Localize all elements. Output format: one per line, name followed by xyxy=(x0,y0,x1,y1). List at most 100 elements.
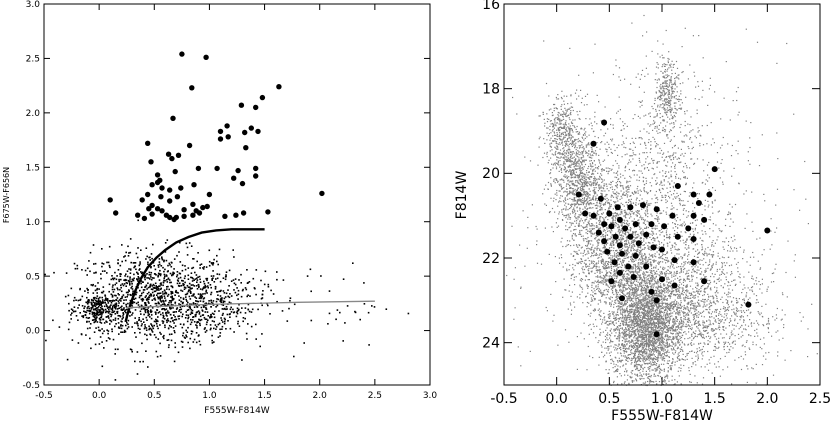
background-star-point xyxy=(669,272,671,274)
background-star-point xyxy=(637,348,639,350)
background-star-point xyxy=(640,251,642,253)
background-star-point xyxy=(615,209,617,211)
background-star-point xyxy=(136,272,139,275)
background-star-point xyxy=(631,358,633,360)
background-star-point xyxy=(634,361,636,364)
background-star-point xyxy=(179,306,182,309)
background-star-point xyxy=(199,324,201,327)
background-star-point xyxy=(647,274,649,276)
background-star-point xyxy=(621,266,623,269)
background-star-point xyxy=(648,359,650,361)
background-star-point xyxy=(86,320,88,323)
background-star-point xyxy=(654,271,656,273)
background-star-point xyxy=(653,320,655,322)
background-star-point xyxy=(637,356,639,358)
background-star-point xyxy=(151,299,154,301)
background-star-point xyxy=(149,286,151,288)
background-star-point xyxy=(655,287,657,289)
background-star-point xyxy=(625,253,627,255)
background-star-point xyxy=(663,313,665,315)
background-star-point xyxy=(193,285,196,287)
background-star-point xyxy=(666,281,668,283)
background-star-point xyxy=(655,286,657,288)
background-star-point xyxy=(193,321,196,323)
background-star-point xyxy=(638,286,640,288)
background-star-point xyxy=(169,320,172,323)
background-star-point xyxy=(136,256,139,259)
background-star-point xyxy=(97,305,100,308)
background-star-point xyxy=(669,336,672,338)
background-star-point xyxy=(185,336,188,338)
background-star-point xyxy=(635,249,637,251)
background-star-point xyxy=(607,219,609,221)
background-star-point xyxy=(650,265,652,267)
background-star-point xyxy=(150,328,153,331)
background-star-point xyxy=(642,353,644,355)
background-star-point xyxy=(122,302,125,305)
background-star-point xyxy=(630,148,632,150)
background-star-point xyxy=(645,335,647,337)
background-star-point xyxy=(139,328,141,330)
background-star-point xyxy=(145,284,148,287)
background-star-point xyxy=(671,362,673,364)
background-star-point xyxy=(633,317,635,319)
x-tick-label: 1.5 xyxy=(257,391,271,401)
background-star-point xyxy=(104,301,106,304)
background-star-point xyxy=(98,302,101,305)
background-star-point xyxy=(218,290,221,293)
background-star-point xyxy=(224,278,227,281)
background-star-point xyxy=(611,289,614,292)
background-star-point xyxy=(629,281,631,283)
background-star-point xyxy=(223,297,226,300)
background-star-point xyxy=(621,308,623,310)
background-star-point xyxy=(159,342,161,345)
background-star-point xyxy=(224,296,227,298)
background-star-point xyxy=(112,311,115,313)
background-star-point xyxy=(176,271,179,273)
background-star-point xyxy=(246,282,249,284)
background-star-point xyxy=(213,258,215,261)
background-star-point xyxy=(151,307,154,309)
background-star-point xyxy=(222,290,225,292)
background-star-point xyxy=(608,286,610,289)
background-star-point xyxy=(93,313,96,316)
background-star-point xyxy=(615,313,617,315)
background-star-point xyxy=(644,337,646,339)
background-star-point xyxy=(613,312,615,314)
background-star-point xyxy=(166,312,168,314)
background-star-point xyxy=(125,251,127,254)
background-star-point xyxy=(624,278,626,280)
background-star-point xyxy=(662,308,664,310)
background-star-point xyxy=(203,305,205,307)
background-star-point xyxy=(89,327,91,329)
background-star-point xyxy=(165,279,168,281)
background-star-point xyxy=(161,256,163,258)
background-star-point xyxy=(190,308,193,311)
background-star-point xyxy=(669,338,671,340)
background-star-point xyxy=(661,344,663,346)
background-star-point xyxy=(639,284,641,286)
background-star-point xyxy=(198,285,200,288)
background-star-point xyxy=(614,193,616,195)
background-star-point xyxy=(618,344,620,346)
background-star-point xyxy=(611,217,613,219)
background-star-point xyxy=(363,282,365,284)
background-star-point xyxy=(613,382,615,384)
background-star-point xyxy=(182,334,184,337)
background-star-point xyxy=(655,256,657,258)
background-star-point xyxy=(653,334,655,336)
background-star-point xyxy=(617,274,619,276)
background-star-point xyxy=(117,322,120,324)
background-star-point xyxy=(109,338,111,340)
background-star-point xyxy=(118,326,120,328)
background-star-point xyxy=(602,292,604,294)
background-star-point xyxy=(655,327,657,329)
background-star-point xyxy=(626,307,628,309)
background-star-point xyxy=(244,312,247,314)
background-star-point xyxy=(614,349,616,351)
background-star-point xyxy=(643,321,646,323)
background-star-point xyxy=(104,311,107,314)
background-star-point xyxy=(127,245,129,248)
background-star-point xyxy=(662,342,664,345)
background-star-point xyxy=(675,350,677,352)
